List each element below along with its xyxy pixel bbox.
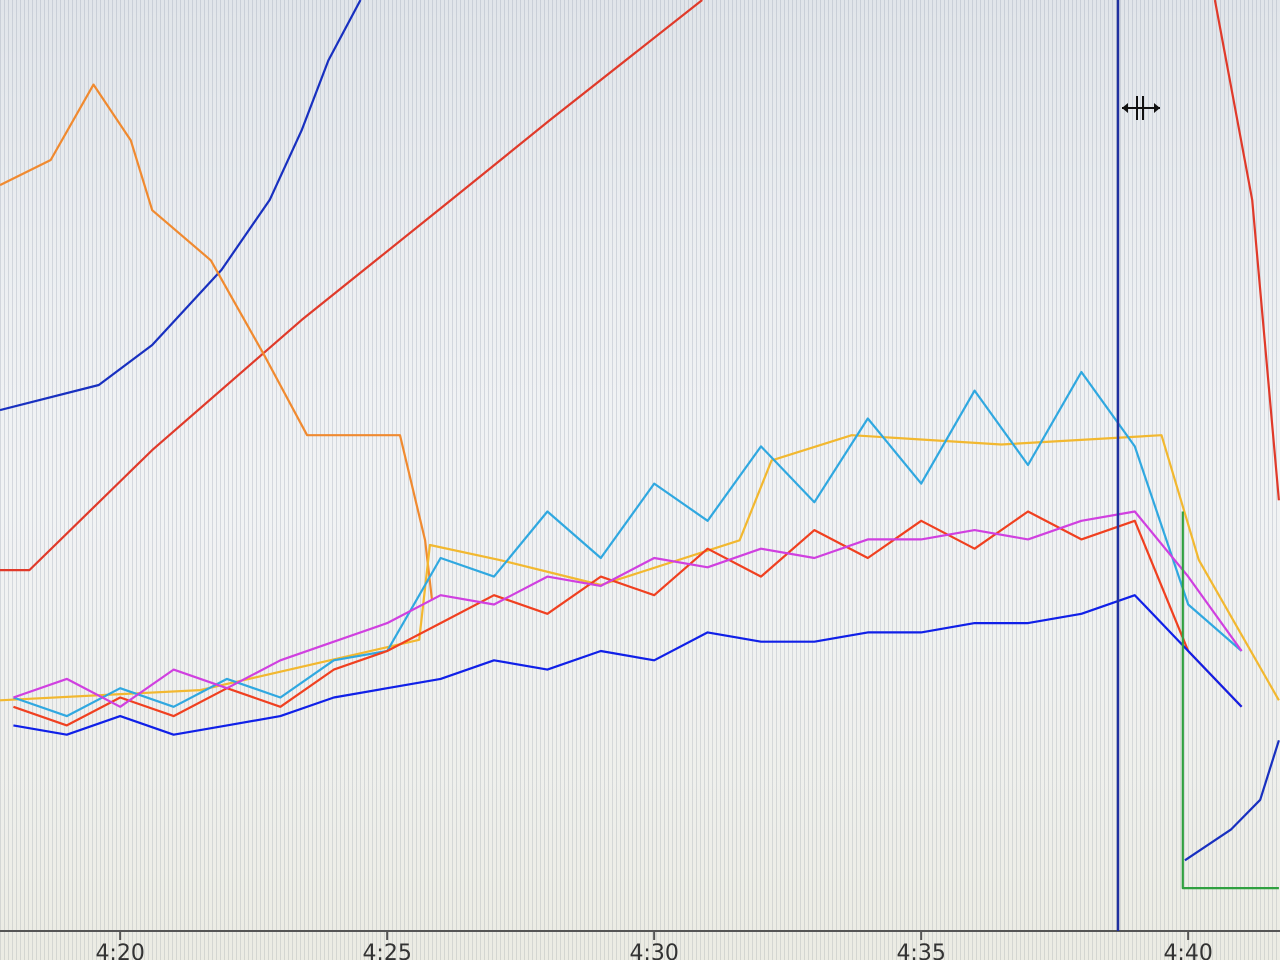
data-line — [13, 510, 1243, 727]
x-tick-label: 4:20 — [95, 941, 144, 960]
cursor-handle — [1122, 96, 1160, 120]
data-line — [13, 370, 1243, 718]
x-tick-label: 4:30 — [629, 941, 678, 960]
data-line — [1181, 511, 1279, 890]
x-tick-label: 4:40 — [1163, 941, 1212, 960]
data-line — [0, 434, 1280, 702]
x-tick-label: 4:25 — [362, 941, 411, 960]
data-line — [13, 510, 1243, 708]
data-line — [0, 0, 1280, 572]
plot-marks — [0, 0, 1280, 890]
x-tick-label: 4:35 — [896, 941, 945, 960]
data-line — [13, 594, 1243, 736]
data-line — [0, 0, 1280, 862]
data-line — [0, 83, 434, 601]
